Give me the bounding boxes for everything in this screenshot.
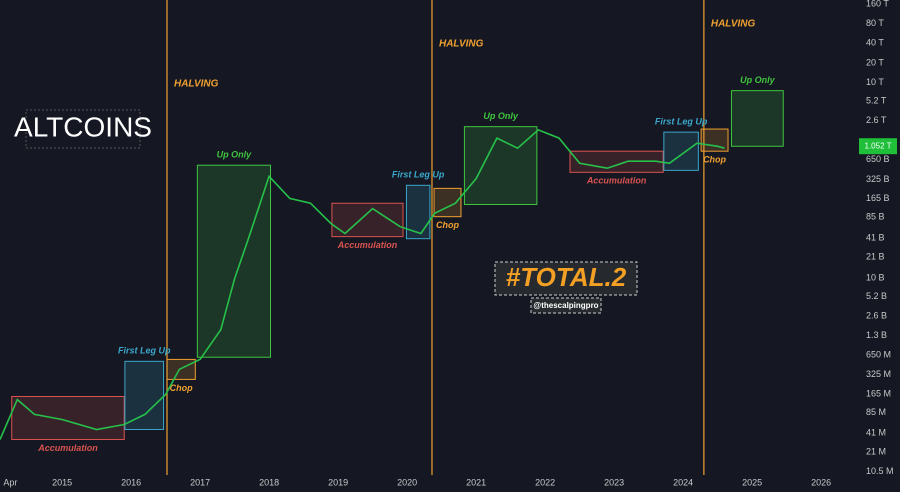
y-tick-label: 85 M [866,407,886,417]
y-tick-label: 160 T [866,0,889,8]
price-line [0,128,725,440]
author: @thescalpingpro [533,301,598,310]
x-tick-label: 2020 [397,477,417,487]
subtitle: #TOTAL.2 [506,262,627,292]
x-tick-label: 2019 [328,477,348,487]
y-tick-label: 650 B [866,154,890,164]
zone-label: Up Only [483,111,518,121]
title-box [25,109,141,149]
y-tick-label: 325 M [866,369,891,379]
zone-label: Accumulation [337,240,398,250]
y-tick-label: 41 M [866,428,886,438]
x-tick-label: 2018 [259,477,279,487]
zone-label: Chop [170,383,193,393]
y-tick-label: 10 B [866,272,885,282]
subtitle-box [494,261,638,296]
y-tick-label: 5.2 T [866,95,887,105]
zone-label: First Leg Up [655,117,708,127]
y-tick-label: 20 T [866,57,884,67]
halving-label: HALVING [711,19,756,30]
zone [700,128,729,152]
zone-label: Chop [436,220,459,230]
x-tick-label: 2024 [673,477,693,487]
halving-label: HALVING [174,79,219,90]
y-tick-label: 1.3 B [866,330,887,340]
y-tick-label: 2.6 B [866,310,887,320]
author-box [530,297,602,314]
zone-label: First Leg Up [118,346,171,356]
x-tick-label: 2021 [466,477,486,487]
zone [405,184,431,240]
zone-label: Chop [703,155,726,165]
y-tick-label: 85 B [866,212,885,222]
zone-label: First Leg Up [392,170,445,180]
x-tick-label: 2016 [121,477,141,487]
zone [196,164,272,358]
x-tick-label: 2022 [535,477,555,487]
y-tick-label: 325 B [866,174,890,184]
last-value-box [859,138,897,155]
y-tick-label: 2.6 T [866,115,887,125]
y-tick-label: 21 M [866,447,886,457]
y-tick-label: 165 M [866,388,891,398]
y-tick-label: 21 B [866,251,885,261]
x-tick-label: 2025 [742,477,762,487]
x-tick-label: 2017 [190,477,210,487]
zone-label: Accumulation [37,443,98,453]
y-tick-label: 40 T [866,38,884,48]
zone-label: Up Only [740,75,775,85]
x-tick-label: 2026 [811,477,831,487]
y-tick-label: 80 T [866,18,884,28]
y-tick-label: 5.2 B [866,291,887,301]
y-tick-label: 41 B [866,232,885,242]
zone-label: Up Only [217,150,252,160]
y-tick-label: 650 M [866,350,891,360]
chart-title: ALTCOINS [14,111,152,142]
zone [166,358,196,380]
zone [11,395,125,440]
zone [124,360,165,430]
x-tick-label: 2023 [604,477,624,487]
last-value-label: 1.052 T [865,141,892,150]
x-tick-label: Apr [3,477,17,487]
zone [730,90,784,147]
y-tick-label: 165 B [866,193,890,203]
zone-label: Accumulation [586,176,647,186]
zone [463,126,538,205]
zone [663,131,699,171]
y-tick-label: 10 T [866,77,884,87]
y-tick-label: 10.5 M [866,466,894,476]
x-tick-label: 2015 [52,477,72,487]
halving-label: HALVING [439,39,484,50]
